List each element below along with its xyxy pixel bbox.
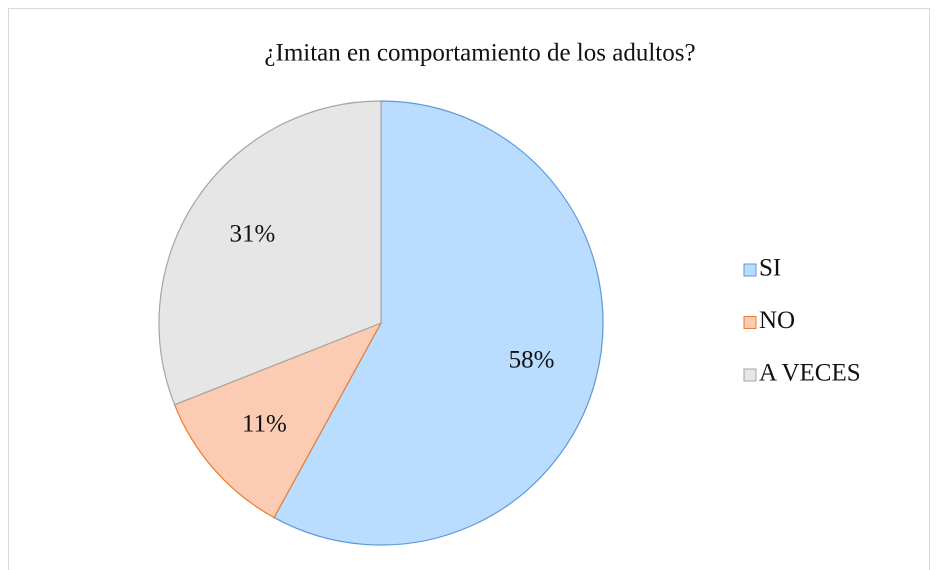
legend-swatch	[743, 368, 757, 382]
legend-label: NO	[759, 307, 795, 334]
legend-label: A VECES	[759, 360, 861, 387]
legend-label: SI	[759, 255, 781, 282]
pie-slice	[158, 100, 382, 406]
pie-slice	[273, 100, 604, 546]
legend-swatch	[743, 263, 757, 277]
pie-slice	[173, 321, 383, 519]
chart-title: ¿Imitan en comportamiento de los adultos…	[264, 40, 695, 67]
data-label: 11%	[242, 411, 287, 438]
data-label: 31%	[230, 220, 276, 247]
data-label: 58%	[509, 346, 555, 373]
legend-swatch	[743, 316, 757, 329]
